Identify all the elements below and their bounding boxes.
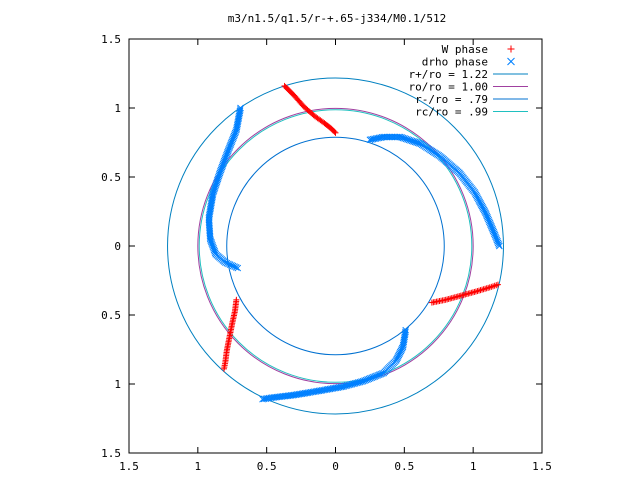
chart-title: m3/n1.5/q1.5/r-+.65-j334/M0.1/512 [228,12,447,25]
y-tick-label: 0.5 [101,309,121,322]
x-tick-label: 0.5 [257,460,277,473]
circle-series-2 [167,77,504,415]
legend-entry: r-/ro = .79 [415,93,528,106]
y-tick-label: 0 [114,240,121,253]
x-tick-label: 1 [470,460,477,473]
x-tick-label: 1 [195,460,202,473]
y-tick-label: 1.5 [101,447,121,460]
x-tick-label: 0.5 [394,460,414,473]
y-tick-label: 1 [114,102,121,115]
legend-entry: rc/ro = .99 [415,106,528,119]
legend-entry: W phase [442,43,515,56]
legend-marker [507,45,515,53]
series-0-arm-2-point [220,365,227,372]
phase-points [205,82,503,403]
x-tick-label: 0 [332,460,339,473]
legend-label: drho phase [422,56,488,69]
circle-series-5 [198,109,473,383]
circle-series-3 [197,107,474,385]
x-tick-label: 1.5 [119,460,139,473]
series-1-arm-2-point [260,395,268,403]
series-1-arm-0-point [495,241,503,248]
legend-label: ro/ro = 1.00 [409,81,488,94]
series-1-arm-1-point [236,106,244,113]
y-tick-label: 0.5 [101,171,121,184]
series-0-arm-1-point [494,281,501,288]
series-0-arm-0-point [331,128,338,135]
legend-marker [507,57,515,66]
x-tick-label: 1.5 [532,460,552,473]
series-1-arm-1-point [237,104,244,112]
series-1-arm-2-point [259,395,266,403]
reference-circles [167,77,504,415]
y-tick-label: 1.5 [101,33,121,46]
series-1-arm-0-point [495,242,503,250]
legend-label: rc/ro = .99 [415,106,488,119]
legend-entry: ro/ro = 1.00 [409,81,528,94]
series-0-arm-0-point [332,129,339,136]
circle-series-4 [226,136,445,356]
y-tick-label: 1 [114,378,121,391]
legend-label: W phase [442,43,488,56]
legend-entry: drho phase [422,56,515,69]
legend-label: r-/ro = .79 [415,93,488,106]
legend-label: r+/ro = 1.22 [409,68,488,81]
legend-entry: r+/ro = 1.22 [409,68,528,81]
